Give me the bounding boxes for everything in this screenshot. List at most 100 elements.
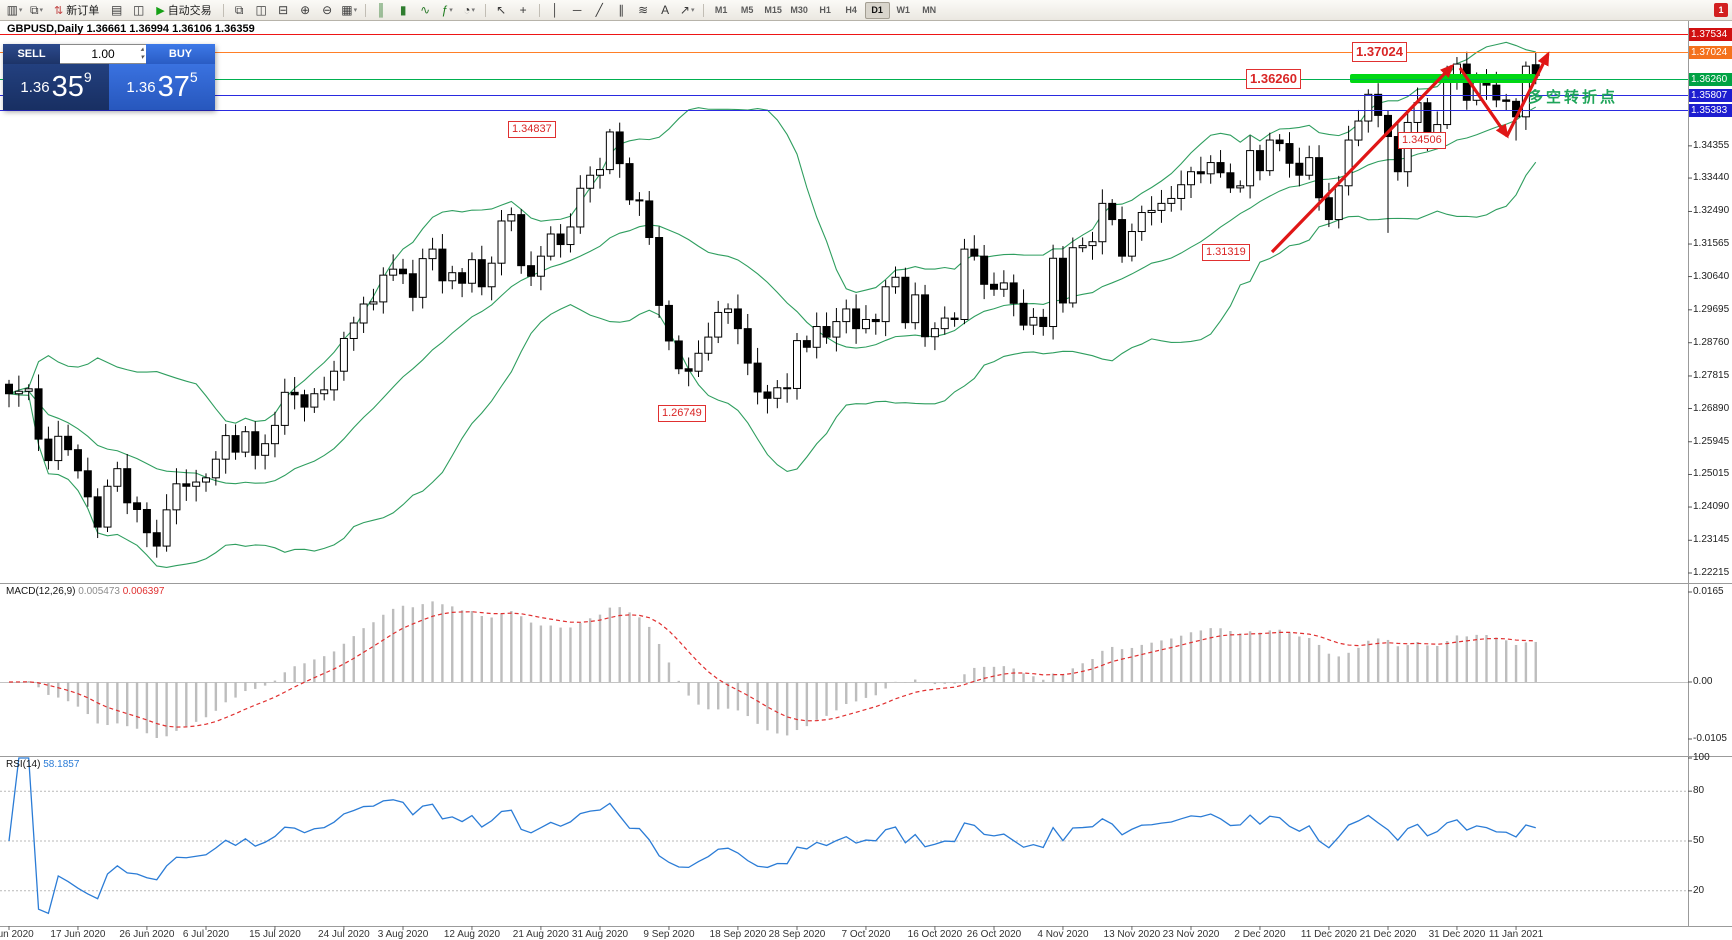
macd-axis-label: 0.00 xyxy=(1693,676,1713,687)
line-chart-icon[interactable]: ∿ xyxy=(420,3,431,17)
volume-value[interactable]: 1.00 xyxy=(91,47,115,61)
toolbar-separator xyxy=(702,3,704,17)
buy-price-sup: 5 xyxy=(189,69,198,85)
timeframe-m30-button[interactable]: M30 xyxy=(790,4,808,15)
timeframe-m5-button[interactable]: M5 xyxy=(740,4,754,15)
date-axis-label: 7 Oct 2020 xyxy=(841,929,891,940)
sell-price[interactable]: 1.36 35 9 xyxy=(3,64,109,110)
chevron-down-icon: ▾ xyxy=(690,7,695,14)
timeframe-h1-button[interactable]: H1 xyxy=(819,4,831,15)
rsi-axis-label: 80 xyxy=(1693,785,1705,797)
date-axis-label: 24 Jul 2020 xyxy=(318,929,370,940)
date-axis-label: 12 Aug 2020 xyxy=(443,929,501,940)
autotrading-icon: ▶ xyxy=(156,4,165,17)
toolbar: ▥ ▾ ⧉ ▾ ⇅ 新订单 ▤ ◫ ▶ 自动交易 ⧉ ◫ ⊟ ⊕ ⊖ ▦ ▾ ║ ▮ ∿ ƒ ▾ ◔ ▾ ↖ + │ ─ ╱ ∥ ≋ A ↗ ▾ M… xyxy=(0,0,1732,21)
data-window-icon[interactable]: ◫ xyxy=(133,3,145,17)
toolbar-button-label: 自动交易 xyxy=(167,5,212,17)
grid-icon[interactable]: ▦ ▾ xyxy=(341,3,358,17)
toolbar-separator xyxy=(484,3,486,17)
buy-price-prefix: 1.36 xyxy=(126,78,156,96)
timeframe-h4-button[interactable]: H4 xyxy=(845,4,857,15)
tile-horizontal-icon[interactable]: ⊟ xyxy=(278,3,289,17)
timeframe-w1-button[interactable]: W1 xyxy=(896,4,910,15)
text-icon[interactable]: A xyxy=(661,3,670,17)
autotrading-button[interactable]: ▶ 自动交易 xyxy=(150,1,217,19)
candlestick-chart-icon[interactable]: ▮ xyxy=(399,3,407,17)
date-axis-label: 11 Jan 2021 xyxy=(1488,929,1544,940)
chart-annotation[interactable]: 1.36260 xyxy=(1246,69,1301,89)
chevron-down-icon: ▾ xyxy=(471,7,476,14)
timeframe-m1-button[interactable]: M1 xyxy=(714,4,728,15)
price-level-box: 1.36260 xyxy=(1689,72,1732,86)
volume-down-icon[interactable]: ▾ xyxy=(140,54,144,61)
arrows-icon[interactable]: ↗ ▾ xyxy=(679,3,695,17)
tile-vertical-icon[interactable]: ◫ xyxy=(255,3,267,17)
channel-icon[interactable]: ∥ xyxy=(618,3,625,17)
date-axis-label: 28 Sep 2020 xyxy=(768,929,826,940)
timeframe-m15-button[interactable]: M15 xyxy=(764,4,782,15)
rsi-axis-label: 50 xyxy=(1693,835,1705,846)
chart-annotation[interactable]: 1.37024 xyxy=(1352,42,1407,62)
date-axis-label: 13 Nov 2020 xyxy=(1103,929,1161,940)
rsi-value: 58.1857 xyxy=(43,759,80,770)
price-axis-label: 1.31565 xyxy=(1693,238,1730,250)
chevron-down-icon: ▾ xyxy=(39,7,44,14)
notification-badge[interactable]: 1 xyxy=(1714,3,1728,17)
vertical-line-icon[interactable]: │ xyxy=(551,3,559,17)
profiles-icon[interactable]: ⧉ ▾ xyxy=(29,2,44,17)
price-axis-label: 1.22215 xyxy=(1693,567,1730,578)
zoom-in-icon[interactable]: ⊕ xyxy=(300,3,311,17)
date-axis-label: 16 Oct 2020 xyxy=(907,929,963,940)
price-level-box: 1.37534 xyxy=(1689,27,1732,41)
cascade-windows-icon[interactable]: ⧉ xyxy=(234,2,244,17)
price-level-box: 1.37024 xyxy=(1689,45,1732,59)
horizontal-line-icon[interactable]: ─ xyxy=(572,3,582,17)
new-order-button[interactable]: ⇅ 新订单 xyxy=(48,1,105,19)
new-chart-icon[interactable]: ▥ ▾ xyxy=(6,3,23,17)
zoom-out-icon[interactable]: ⊖ xyxy=(322,3,333,17)
bars-chart-icon[interactable]: ║ xyxy=(376,3,386,17)
chevron-down-icon: ▾ xyxy=(18,7,23,14)
indicators-icon[interactable]: ƒ ▾ xyxy=(441,3,453,17)
symbol-title: GBPUSD,Daily 1.36661 1.36994 1.36106 1.3… xyxy=(7,23,255,35)
buy-price[interactable]: 1.36 37 5 xyxy=(109,64,215,110)
toolbar-separator xyxy=(538,3,540,17)
new-order-icon: ⇅ xyxy=(54,4,64,17)
chart-annotation[interactable]: 1.26749 xyxy=(658,405,706,422)
date-axis-label: 18 Sep 2020 xyxy=(709,929,767,940)
chart-annotation[interactable]: 1.34837 xyxy=(508,121,556,138)
chevron-down-icon: ▾ xyxy=(449,7,453,14)
volume-field[interactable]: 1.00 ▴ ▾ xyxy=(60,44,146,64)
fibonacci-icon[interactable]: ≋ xyxy=(638,3,649,17)
crosshair-icon[interactable]: + xyxy=(519,3,527,17)
date-axis-label: 6 Jul 2020 xyxy=(182,929,230,940)
chart-annotation[interactable]: 1.31319 xyxy=(1202,244,1250,261)
rsi-axis-label: 20 xyxy=(1693,884,1705,896)
buy-button[interactable]: BUY xyxy=(146,44,215,64)
date-axis-label: 4 Nov 2020 xyxy=(1037,929,1089,940)
macd-name: MACD(12,26,9) xyxy=(6,586,76,597)
volume-spinner[interactable]: ▴ ▾ xyxy=(140,46,144,62)
toolbar-separator xyxy=(222,3,224,17)
date-axis-label: 9 Sep 2020 xyxy=(643,929,695,940)
date-axis-label: 8 Jun 2020 xyxy=(0,929,34,940)
toolbar-button-label: 新订单 xyxy=(66,5,100,17)
date-axis-label: 23 Nov 2020 xyxy=(1162,929,1220,940)
timeframes-icon[interactable]: ◔ ▾ xyxy=(463,3,476,17)
volume-up-icon[interactable]: ▴ xyxy=(140,46,144,53)
chart-annotation[interactable]: 1.34506 xyxy=(1398,132,1446,149)
date-axis-label: 31 Dec 2020 xyxy=(1428,929,1486,940)
price-level-box: 1.35807 xyxy=(1689,88,1732,102)
price-axis-label: 1.28760 xyxy=(1693,336,1730,348)
rsi-name: RSI(14) xyxy=(6,759,41,770)
timeframe-mn-button[interactable]: MN xyxy=(922,4,937,15)
trendline-icon[interactable]: ╱ xyxy=(595,3,603,17)
timeframe-d1-button[interactable]: D1 xyxy=(864,1,890,19)
one-click-trading-panel: SELL 1.00 ▴ ▾ BUY 1.36 35 9 1.36 37 5 xyxy=(3,44,215,110)
chart-note-text[interactable]: 多空转折点 xyxy=(1528,89,1619,106)
cursor-icon[interactable]: ↖ xyxy=(496,3,507,17)
market-watch-icon[interactable]: ▤ xyxy=(111,3,123,17)
price-level-box: 1.35383 xyxy=(1689,103,1732,117)
sell-button[interactable]: SELL xyxy=(3,44,60,64)
